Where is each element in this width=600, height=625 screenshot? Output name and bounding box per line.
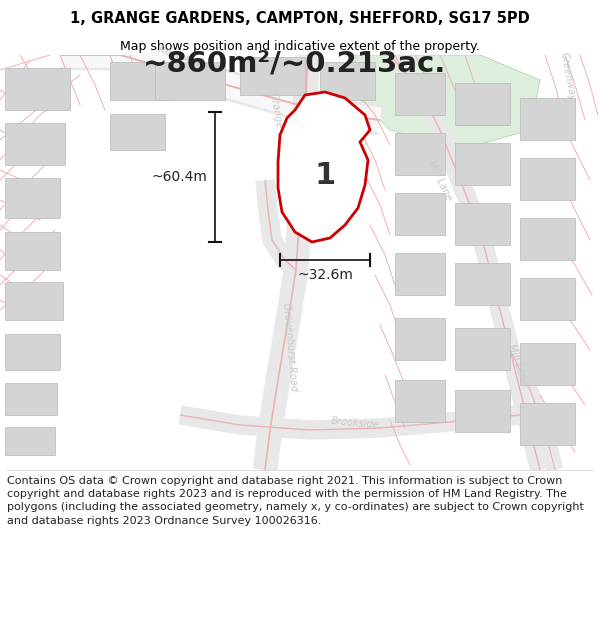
- Bar: [5, 427, 55, 455]
- Polygon shape: [355, 55, 540, 150]
- Bar: [395, 380, 445, 422]
- Bar: [520, 403, 575, 445]
- Bar: [395, 253, 445, 295]
- Bar: [455, 390, 510, 432]
- Bar: [240, 57, 305, 95]
- Bar: [5, 68, 70, 110]
- Text: 1, GRANGE GARDENS, CAMPTON, SHEFFORD, SG17 5PD: 1, GRANGE GARDENS, CAMPTON, SHEFFORD, SG…: [70, 11, 530, 26]
- Bar: [455, 203, 510, 245]
- Bar: [520, 158, 575, 200]
- Text: Contains OS data © Crown copyright and database right 2021. This information is : Contains OS data © Crown copyright and d…: [7, 476, 584, 526]
- Bar: [455, 328, 510, 370]
- Text: Rectory Road: Rectory Road: [157, 44, 223, 74]
- Polygon shape: [278, 92, 370, 242]
- Text: Greenway: Greenway: [559, 52, 577, 102]
- Bar: [5, 383, 57, 415]
- Text: ~860m²/~0.213ac.: ~860m²/~0.213ac.: [143, 49, 446, 77]
- Bar: [520, 218, 575, 260]
- Bar: [5, 334, 60, 370]
- Text: Mill Lane: Mill Lane: [427, 159, 454, 202]
- Bar: [455, 263, 510, 305]
- Bar: [455, 83, 510, 125]
- Bar: [5, 178, 60, 218]
- Text: ~32.6m: ~32.6m: [297, 268, 353, 282]
- Text: Brookside: Brookside: [331, 416, 380, 430]
- Text: Map shows position and indicative extent of the property.: Map shows position and indicative extent…: [120, 39, 480, 52]
- Bar: [520, 98, 575, 140]
- Text: 1: 1: [314, 161, 335, 189]
- Bar: [395, 133, 445, 175]
- Bar: [395, 318, 445, 360]
- Bar: [155, 62, 225, 100]
- Bar: [395, 73, 445, 115]
- Bar: [5, 123, 65, 165]
- Bar: [110, 62, 170, 100]
- Bar: [110, 114, 165, 150]
- Bar: [320, 62, 375, 100]
- Bar: [5, 282, 63, 320]
- Text: Grange Gardens: Grange Gardens: [268, 91, 292, 172]
- Bar: [395, 193, 445, 235]
- Bar: [520, 278, 575, 320]
- Text: Mill Lane: Mill Lane: [506, 342, 529, 387]
- Bar: [520, 343, 575, 385]
- Bar: [455, 143, 510, 185]
- Text: ~60.4m: ~60.4m: [151, 170, 207, 184]
- Text: Gravenhurst Road: Gravenhurst Road: [281, 302, 299, 392]
- Bar: [5, 232, 60, 270]
